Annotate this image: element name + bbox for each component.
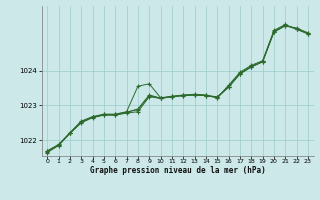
X-axis label: Graphe pression niveau de la mer (hPa): Graphe pression niveau de la mer (hPa) [90, 166, 266, 175]
